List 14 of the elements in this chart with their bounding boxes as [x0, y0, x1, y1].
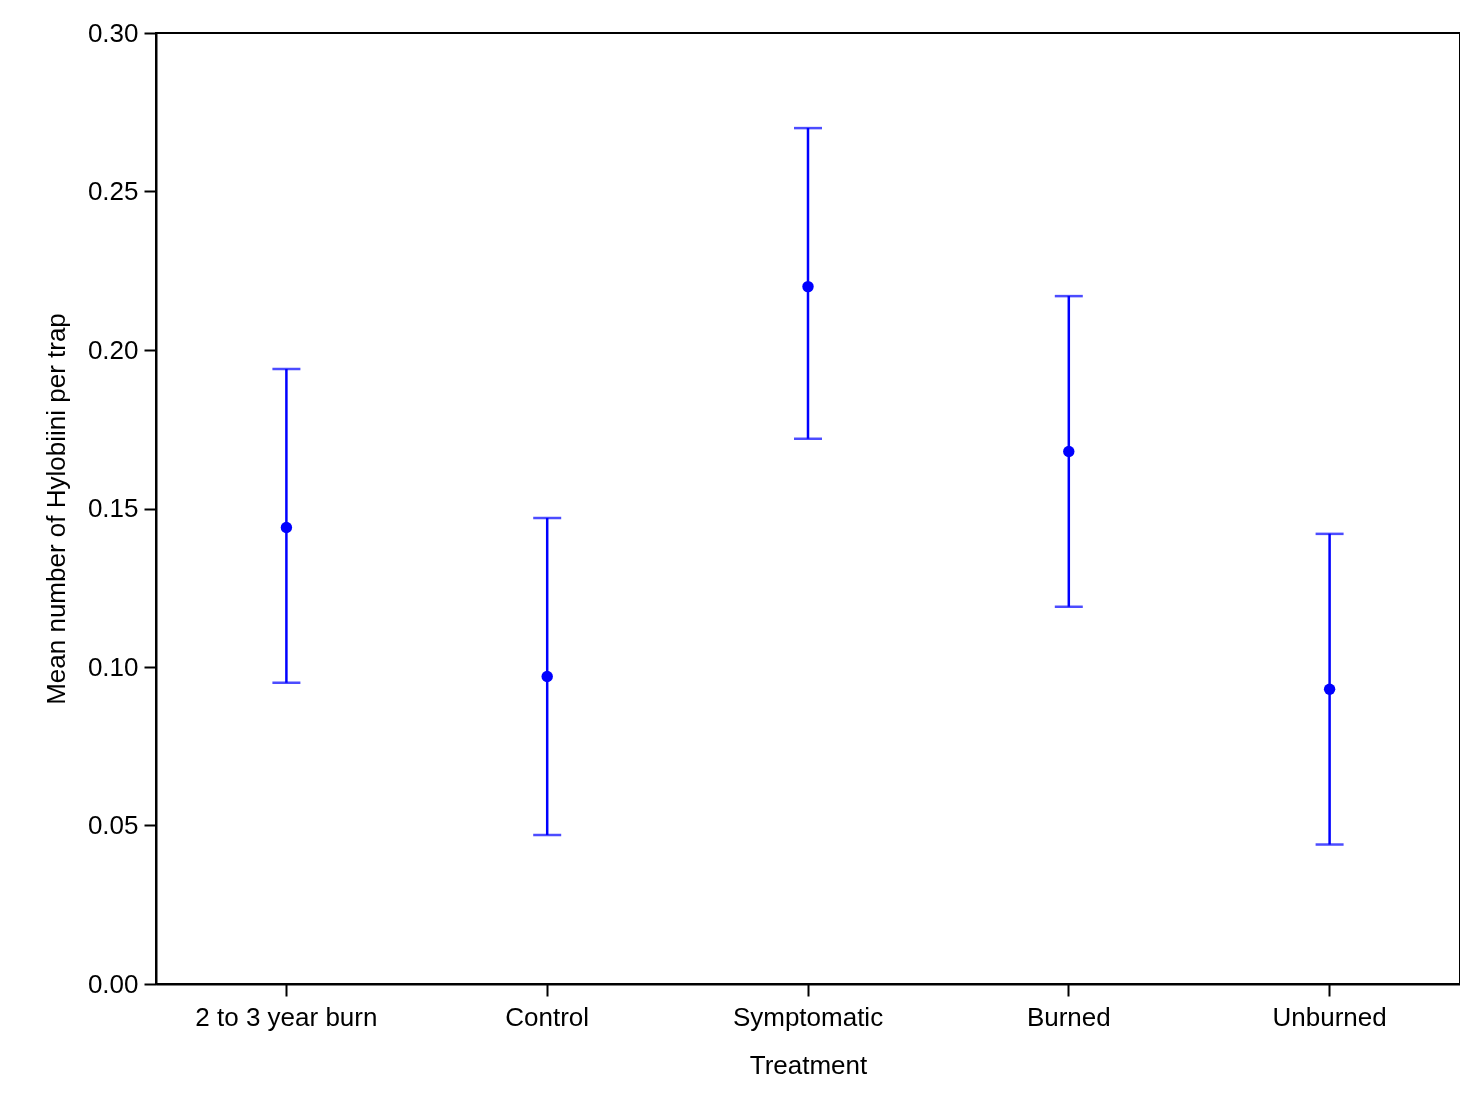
y-tick-label: 0.15	[87, 493, 139, 523]
x-axis-title: Treatment	[749, 1049, 869, 1080]
y-tick-label: 0.10	[87, 651, 139, 682]
y-tick-label: 0.30	[87, 17, 139, 48]
y-tick-label: 0.20	[87, 334, 139, 365]
x-tick-label: Unburned	[1272, 1001, 1387, 1032]
y-axis-title: Mean number of Hylobiini per trap	[40, 313, 71, 705]
x-tick-label: 2 to 3 year burn	[195, 1001, 378, 1032]
y-tick-label: 0.05	[87, 810, 139, 840]
x-tick-label: Burned	[1026, 1001, 1111, 1032]
y-tick-label: 0.00	[87, 968, 139, 999]
x-tick-label: Symptomatic	[732, 1001, 884, 1032]
y-tick-label: 0.25	[87, 176, 139, 206]
x-tick-label: Control	[505, 1001, 590, 1032]
